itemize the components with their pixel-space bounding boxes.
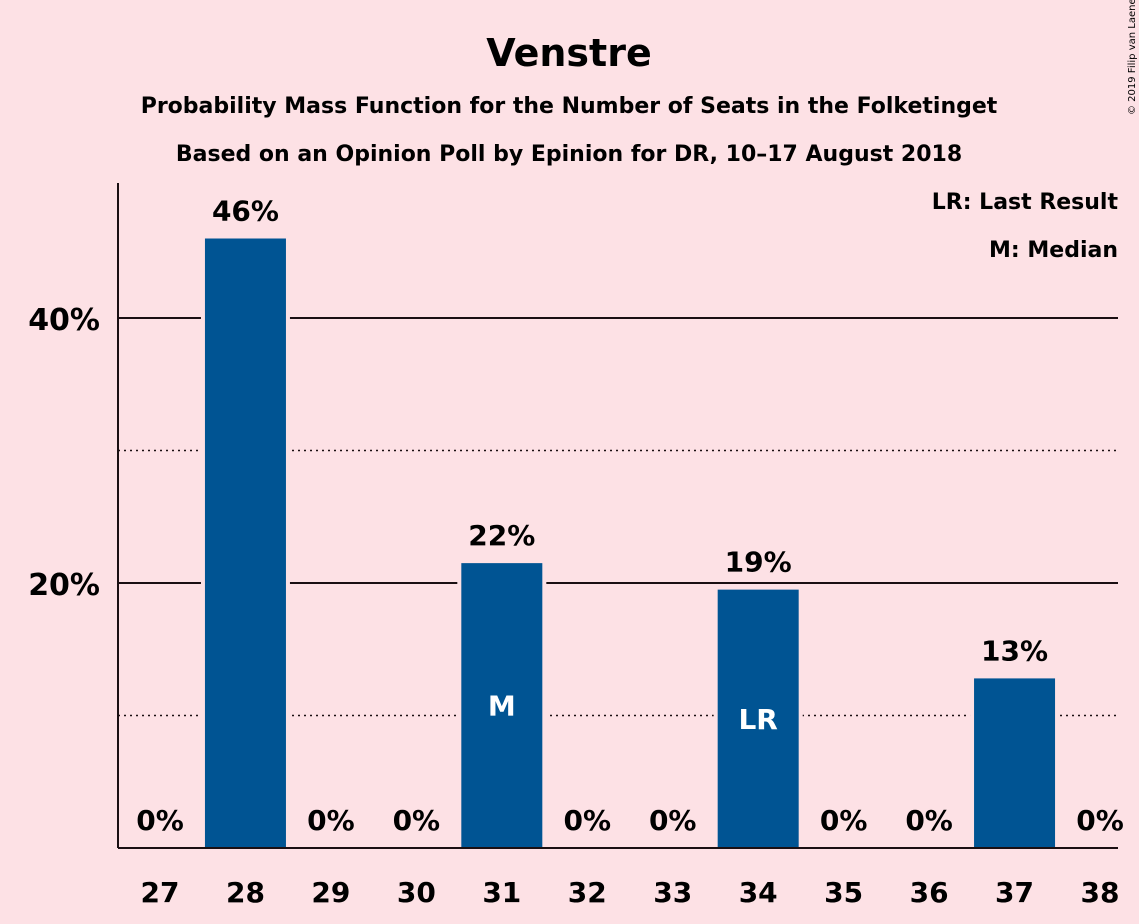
y-tick-label: 40%	[28, 303, 100, 338]
bar-marker-lr: LR	[738, 703, 777, 736]
data-label-27: 0%	[136, 804, 184, 837]
copyright-notice: © 2019 Filip van Laenen	[1127, 0, 1138, 115]
gridlines: 20% 40%	[28, 303, 1118, 717]
x-tick-label: 29	[311, 876, 350, 909]
data-label-28: 46%	[212, 195, 279, 228]
x-tick-label: 38	[1081, 876, 1120, 909]
x-tick-label: 32	[568, 876, 607, 909]
data-label-32: 0%	[563, 804, 611, 837]
bar-marker-m: M	[488, 690, 516, 723]
x-tick-label: 28	[226, 876, 265, 909]
data-labels: 0% 27 46% 28 0% 29 0% 30 22% 31 0% 32 0% 33 19% 34 0% 35 0…	[136, 195, 1124, 910]
bar-28	[204, 238, 286, 848]
axes	[117, 183, 1118, 849]
bar-34	[717, 589, 799, 848]
data-label-31: 22%	[468, 519, 535, 552]
y-tick-label: 20%	[28, 568, 100, 603]
x-tick-label: 27	[141, 876, 180, 909]
data-label-33: 0%	[649, 804, 697, 837]
x-tick-label: 37	[995, 876, 1034, 909]
legend-median: M: Median	[989, 238, 1118, 263]
x-tick-label: 35	[824, 876, 863, 909]
legend-last-result: LR: Last Result	[932, 190, 1119, 215]
x-tick-label: 36	[910, 876, 949, 909]
bar-31	[461, 563, 543, 848]
data-label-29: 0%	[307, 804, 355, 837]
data-label-36: 0%	[905, 804, 953, 837]
x-tick-label: 31	[482, 876, 521, 909]
x-tick-label: 30	[397, 876, 436, 909]
x-tick-label: 33	[653, 876, 692, 909]
x-tick-label: 34	[739, 876, 778, 909]
data-label-30: 0%	[393, 804, 441, 837]
chart-subtitle: Probability Mass Function for the Number…	[141, 94, 998, 119]
data-label-37: 13%	[981, 634, 1048, 667]
data-label-38: 0%	[1076, 804, 1124, 837]
bars	[200, 238, 1060, 848]
data-label-34: 19%	[725, 546, 792, 579]
chart-title: Venstre	[486, 31, 651, 75]
bar-37	[974, 678, 1056, 848]
chart-source: Based on an Opinion Poll by Epinion for …	[176, 142, 962, 167]
data-label-35: 0%	[820, 804, 868, 837]
